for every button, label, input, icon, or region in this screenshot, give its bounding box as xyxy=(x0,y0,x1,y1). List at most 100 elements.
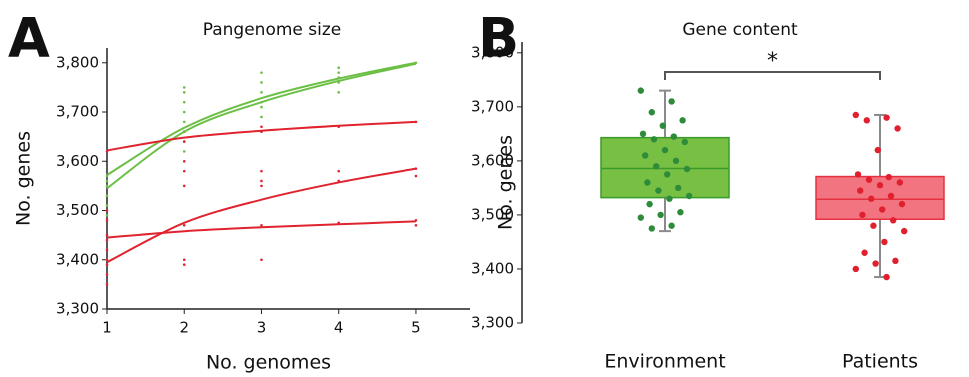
point xyxy=(861,249,868,256)
point xyxy=(260,105,263,109)
point xyxy=(182,169,186,173)
point xyxy=(260,258,263,262)
point xyxy=(677,209,684,216)
curve xyxy=(106,167,417,264)
y-tick-label: 3,400 xyxy=(56,250,99,268)
point xyxy=(655,187,662,194)
point xyxy=(260,184,263,188)
point xyxy=(852,111,859,119)
chart-title: Gene content xyxy=(682,20,798,40)
point xyxy=(637,87,644,94)
point xyxy=(872,260,879,267)
point xyxy=(894,125,901,132)
point xyxy=(105,214,109,217)
y-axis-label: No. genes xyxy=(495,135,517,230)
curve xyxy=(106,62,417,190)
point xyxy=(182,258,186,262)
point xyxy=(105,204,109,207)
point xyxy=(639,130,647,138)
point xyxy=(182,110,186,114)
y-axis-label: No. genes xyxy=(13,131,35,226)
point xyxy=(182,86,186,89)
point xyxy=(105,263,109,266)
point xyxy=(883,114,890,121)
x-tick-label: 4 xyxy=(334,319,344,337)
point xyxy=(182,140,186,143)
point xyxy=(885,173,892,181)
point xyxy=(260,179,263,183)
point xyxy=(859,211,866,219)
point xyxy=(868,195,875,202)
panel-label: B xyxy=(478,7,519,70)
point xyxy=(642,152,649,159)
point xyxy=(105,283,109,286)
point xyxy=(683,165,691,173)
x-axis-label: No. genomes xyxy=(206,352,331,374)
point xyxy=(260,169,263,173)
point xyxy=(887,192,895,200)
box xyxy=(600,136,730,199)
point xyxy=(260,223,263,227)
point xyxy=(182,184,186,188)
point xyxy=(105,194,109,198)
point xyxy=(870,222,877,229)
point xyxy=(105,179,109,183)
point xyxy=(679,117,686,124)
point xyxy=(664,171,671,178)
point xyxy=(686,192,693,200)
chart-title: Pangenome size xyxy=(203,20,342,40)
point xyxy=(854,171,862,178)
point xyxy=(414,174,418,178)
point xyxy=(668,222,675,229)
point xyxy=(105,248,109,252)
point xyxy=(105,238,109,242)
point xyxy=(892,257,899,265)
y-tick-label: 3,800 xyxy=(471,43,514,61)
point xyxy=(105,184,109,188)
point xyxy=(337,66,341,69)
point xyxy=(182,150,186,153)
point xyxy=(105,219,109,222)
y-tick-label: 3,500 xyxy=(471,205,514,223)
point xyxy=(672,157,680,165)
x-tick-label: 3 xyxy=(257,319,267,337)
x-tick-label: Patients xyxy=(842,351,918,373)
point xyxy=(879,206,886,213)
curve xyxy=(106,61,417,176)
point xyxy=(182,91,186,94)
y-tick-label: 3,700 xyxy=(471,97,514,115)
point xyxy=(675,184,682,192)
point xyxy=(901,227,908,235)
point xyxy=(182,100,186,104)
y-tick-label: 3,300 xyxy=(56,300,99,318)
significance-bracket xyxy=(664,71,881,80)
point xyxy=(105,258,109,262)
point xyxy=(681,138,688,146)
x-tick-label: 1 xyxy=(102,319,112,337)
curve xyxy=(106,120,416,152)
point xyxy=(670,133,677,140)
y-tick-label: 3,400 xyxy=(471,259,514,277)
point xyxy=(876,182,884,189)
point xyxy=(650,136,658,143)
y-tick-label: 3,700 xyxy=(56,103,99,121)
y-tick-label: 3,500 xyxy=(56,201,99,219)
point xyxy=(182,263,186,266)
point xyxy=(260,71,263,74)
point xyxy=(105,233,109,237)
y-tick-label: 3,300 xyxy=(471,314,514,332)
point xyxy=(648,109,655,116)
point xyxy=(182,120,186,124)
point xyxy=(898,200,906,208)
point xyxy=(260,115,263,119)
point xyxy=(337,71,341,74)
point xyxy=(661,146,669,154)
point xyxy=(105,273,109,276)
point xyxy=(896,179,903,186)
point xyxy=(874,146,881,154)
x-tick-label: 5 xyxy=(411,319,421,337)
point xyxy=(182,223,186,227)
point xyxy=(337,169,341,173)
point xyxy=(637,214,644,221)
